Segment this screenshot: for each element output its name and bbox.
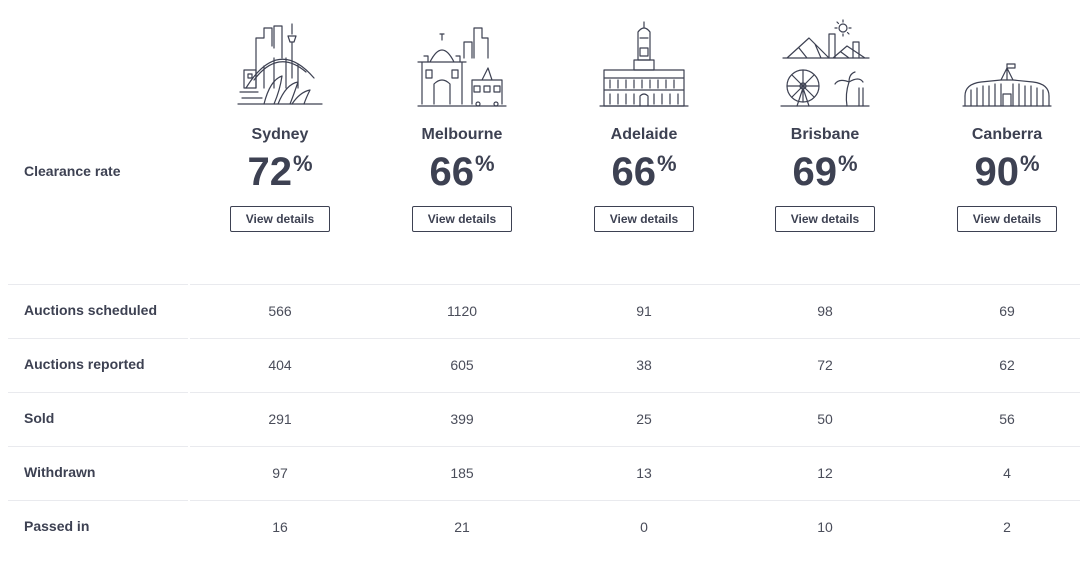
table-row: Withdrawn 97 185 13 12 4 (0, 446, 1080, 500)
table-cell: 21 (454, 519, 470, 535)
row-divider (190, 392, 1080, 393)
row-label: Auctions reported (24, 356, 145, 372)
table-cell: 69 (999, 303, 1015, 319)
percent-sign: % (656, 151, 677, 176)
table-cell: 97 (272, 465, 288, 481)
table-cell: 50 (817, 411, 833, 427)
row-label: Passed in (24, 518, 90, 534)
rate-number: 90 (974, 150, 1019, 194)
table-row: Sold 291 399 25 50 56 (0, 392, 1080, 446)
row-divider (8, 284, 188, 285)
percent-sign: % (837, 151, 858, 176)
table-cell: 291 (268, 411, 292, 427)
percent-sign: % (292, 151, 313, 176)
table-cell: 0 (640, 519, 648, 535)
rate-number: 72 (247, 150, 292, 194)
clearance-rate-value: 72% (189, 148, 371, 196)
table-cell: 13 (636, 465, 652, 481)
canberra-parliament-icon (962, 63, 1052, 107)
table-row: Passed in 16 21 0 10 2 (0, 500, 1080, 554)
auction-stats: Auctions scheduled 566 1120 91 98 69 Auc… (0, 284, 1080, 554)
table-cell: 91 (636, 303, 652, 319)
city-column-brisbane: Brisbane 69% View details (734, 0, 916, 232)
city-name: Melbourne (421, 126, 503, 143)
table-cell: 38 (636, 357, 652, 373)
city-name: Sydney (251, 126, 309, 143)
city-name: Adelaide (610, 126, 678, 143)
row-divider (8, 446, 188, 447)
table-cell: 1120 (446, 303, 478, 319)
table-cell: 605 (450, 357, 474, 373)
table-cell: 4 (1003, 465, 1011, 481)
row-label: Auctions scheduled (24, 302, 158, 318)
sydney-skyline-icon (237, 23, 323, 105)
row-divider (8, 338, 188, 339)
percent-sign: % (474, 151, 495, 176)
view-details-button-canberra[interactable]: View details (957, 206, 1057, 232)
adelaide-townhall-icon (599, 21, 689, 107)
table-cell: 185 (450, 465, 474, 481)
clearance-rate-value: 90% (916, 148, 1080, 196)
rate-number: 66 (611, 150, 656, 194)
view-details-button-sydney[interactable]: View details (230, 206, 330, 232)
city-column-melbourne: Melbourne 66% View details (371, 0, 553, 232)
table-cell: 72 (817, 357, 833, 373)
row-divider (190, 284, 1080, 285)
row-divider (190, 338, 1080, 339)
row-divider (8, 392, 188, 393)
clearance-rate-value: 69% (734, 148, 916, 196)
table-cell: 16 (272, 519, 288, 535)
clearance-rate-value: 66% (371, 148, 553, 196)
table-cell: 2 (1003, 519, 1011, 535)
city-column-canberra: Canberra 90% View details (916, 0, 1080, 232)
city-column-adelaide: Adelaide 66% View details (553, 0, 735, 232)
table-row: Auctions scheduled 566 1120 91 98 69 (0, 284, 1080, 338)
table-cell: 566 (268, 303, 292, 319)
row-label: Sold (24, 410, 55, 426)
city-column-sydney: Sydney 72% View details (189, 0, 371, 232)
city-name: Canberra (971, 126, 1043, 143)
table-cell: 404 (268, 357, 292, 373)
table-cell: 12 (817, 465, 833, 481)
city-name: Brisbane (790, 126, 860, 143)
row-divider (190, 500, 1080, 501)
clearance-rate-value: 66% (553, 148, 735, 196)
table-cell: 56 (999, 411, 1015, 427)
brisbane-skyline-icon (780, 19, 870, 107)
row-divider (190, 446, 1080, 447)
rate-number: 66 (429, 150, 474, 194)
percent-sign: % (1019, 151, 1040, 176)
table-cell: 62 (999, 357, 1015, 373)
table-cell: 25 (636, 411, 652, 427)
table-cell: 399 (450, 411, 474, 427)
clearance-rate-label: Clearance rate (24, 163, 121, 179)
melbourne-skyline-icon (417, 27, 507, 107)
rate-number: 69 (792, 150, 837, 194)
row-divider (8, 500, 188, 501)
view-details-button-brisbane[interactable]: View details (775, 206, 875, 232)
view-details-button-adelaide[interactable]: View details (594, 206, 694, 232)
table-cell: 98 (817, 303, 833, 319)
row-label: Withdrawn (24, 464, 96, 480)
table-row: Auctions reported 404 605 38 72 62 (0, 338, 1080, 392)
view-details-button-melbourne[interactable]: View details (412, 206, 512, 232)
table-cell: 10 (817, 519, 833, 535)
